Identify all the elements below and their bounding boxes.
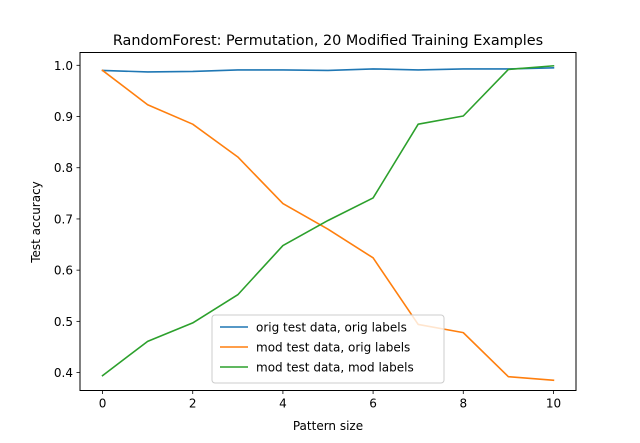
y-tick-label: 0.7 <box>54 212 73 226</box>
ticks-layer: 0 2 4 6 8 10 0.4 0.5 0.6 0.7 0.8 0.9 1.0 <box>54 59 561 411</box>
y-tick-label: 0.6 <box>54 264 73 278</box>
y-tick-label: 0.8 <box>54 161 73 175</box>
series-lines <box>101 64 555 382</box>
x-axis-label: Pattern size <box>293 419 363 433</box>
x-tick-label: 4 <box>279 397 287 411</box>
y-tick-label: 0.4 <box>54 366 73 380</box>
legend-box <box>211 314 445 384</box>
x-tick-label: 6 <box>369 397 377 411</box>
x-tick-label: 0 <box>99 397 107 411</box>
y-axis-label: Test accuracy <box>29 181 43 264</box>
legend-label-2: mod test data, orig labels <box>256 341 410 355</box>
legend-label-3: mod test data, mod labels <box>256 361 414 375</box>
y-tick-label: 0.9 <box>54 110 73 124</box>
chart-title: RandomForest: Permutation, 20 Modified T… <box>113 33 543 49</box>
x-tick-label: 10 <box>546 397 561 411</box>
x-tick-label: 2 <box>189 397 197 411</box>
series-line-1 <box>101 67 555 73</box>
plot-area-frame <box>79 52 577 391</box>
y-tick-label: 1.0 <box>54 59 73 73</box>
y-tick-label: 0.5 <box>54 315 73 329</box>
legend-label-1: orig test data, orig labels <box>256 321 407 335</box>
x-tick-label: 8 <box>459 397 467 411</box>
series-line-3 <box>101 64 555 377</box>
series-line-2 <box>101 69 555 382</box>
legend: orig test data, orig labels mod test data… <box>211 314 445 384</box>
